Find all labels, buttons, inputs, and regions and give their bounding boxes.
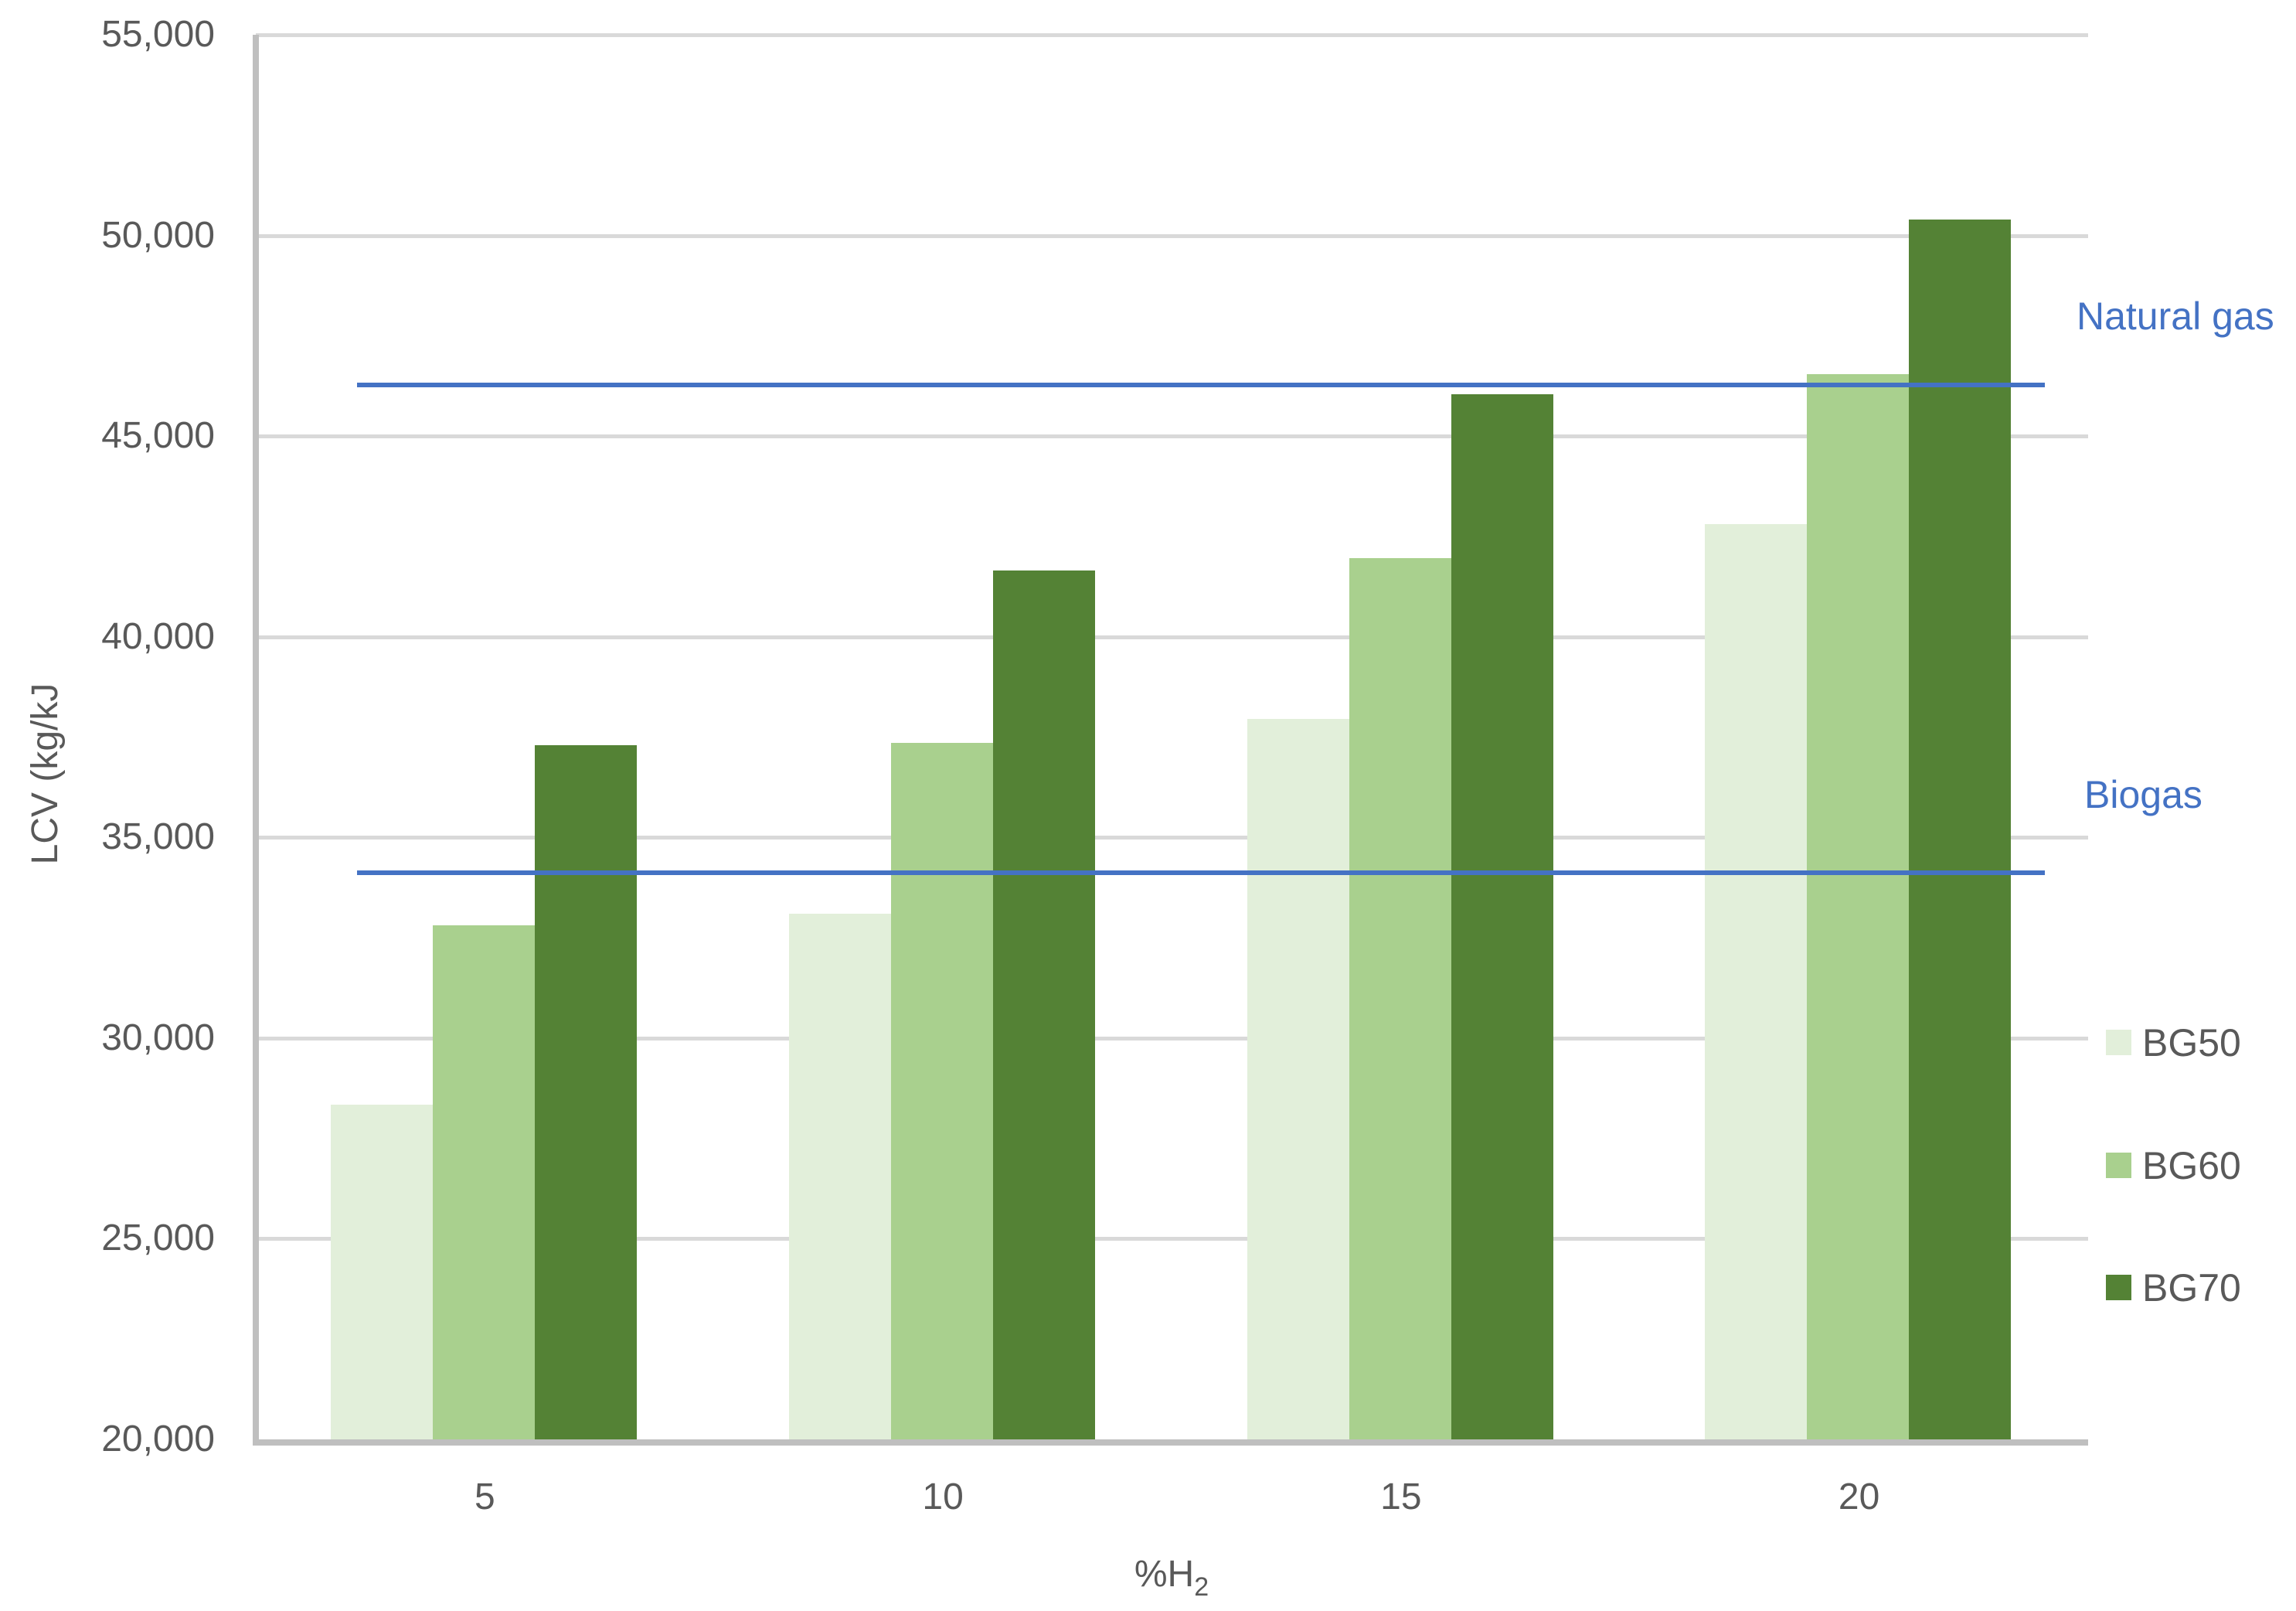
gridline-55000: [256, 33, 2088, 37]
y-tick-label-30000: 30,000: [101, 1017, 215, 1058]
y-tick-label-45000: 45,000: [101, 415, 215, 457]
gridline-45000: [256, 434, 2088, 439]
bar-BG70-20: [1909, 219, 2012, 1439]
bar-BG50-20: [1705, 524, 1808, 1439]
gridline-40000: [256, 635, 2088, 639]
gridline-35000: [256, 836, 2088, 840]
x-axis-line: [253, 1439, 2088, 1446]
x-axis-title-main: %H: [1134, 1554, 1195, 1595]
bar-BG50-10: [788, 913, 891, 1439]
y-tick-label-35000: 35,000: [101, 816, 215, 858]
x-tick-label-10: 10: [922, 1476, 964, 1517]
x-tick-label-20: 20: [1838, 1476, 1880, 1517]
y-tick-label-20000: 20,000: [101, 1419, 215, 1459]
bar-BG70-5: [535, 744, 637, 1439]
bar-BG60-10: [890, 743, 993, 1439]
x-tick-label-5: 5: [475, 1476, 495, 1517]
reference-line-label-biogas: Biogas: [2084, 772, 2202, 816]
bar-BG70-15: [1451, 393, 1553, 1439]
y-axis-line: [253, 35, 259, 1446]
y-tick-label-40000: 40,000: [101, 615, 215, 657]
x-axis-title-subscript: 2: [1194, 1572, 1209, 1602]
bar-BG60-15: [1349, 558, 1451, 1439]
bar-BG50-5: [331, 1104, 433, 1439]
bar-BG70-10: [992, 570, 1095, 1439]
bar-BG50-15: [1247, 719, 1349, 1439]
reference-line-natural-gas: [357, 382, 2045, 387]
bar-BG60-20: [1807, 373, 1910, 1439]
x-axis-title: %H2: [940, 1552, 1403, 1603]
gridline-25000: [256, 1237, 2088, 1241]
y-tick-label-55000: 55,000: [101, 14, 215, 55]
bar-BG60-5: [433, 925, 535, 1439]
reference-line-biogas: [357, 870, 2045, 875]
reference-line-label-natural-gas: Natural gas: [2077, 294, 2274, 338]
y-tick-label-25000: 25,000: [101, 1218, 215, 1259]
x-tick-label-15: 15: [1380, 1476, 1422, 1517]
gridline-50000: [256, 233, 2088, 238]
y-tick-label-50000: 50,000: [101, 214, 215, 256]
y-axis-title: LCV (kg/kJ: [25, 683, 66, 865]
gridline-30000: [256, 1036, 2088, 1041]
